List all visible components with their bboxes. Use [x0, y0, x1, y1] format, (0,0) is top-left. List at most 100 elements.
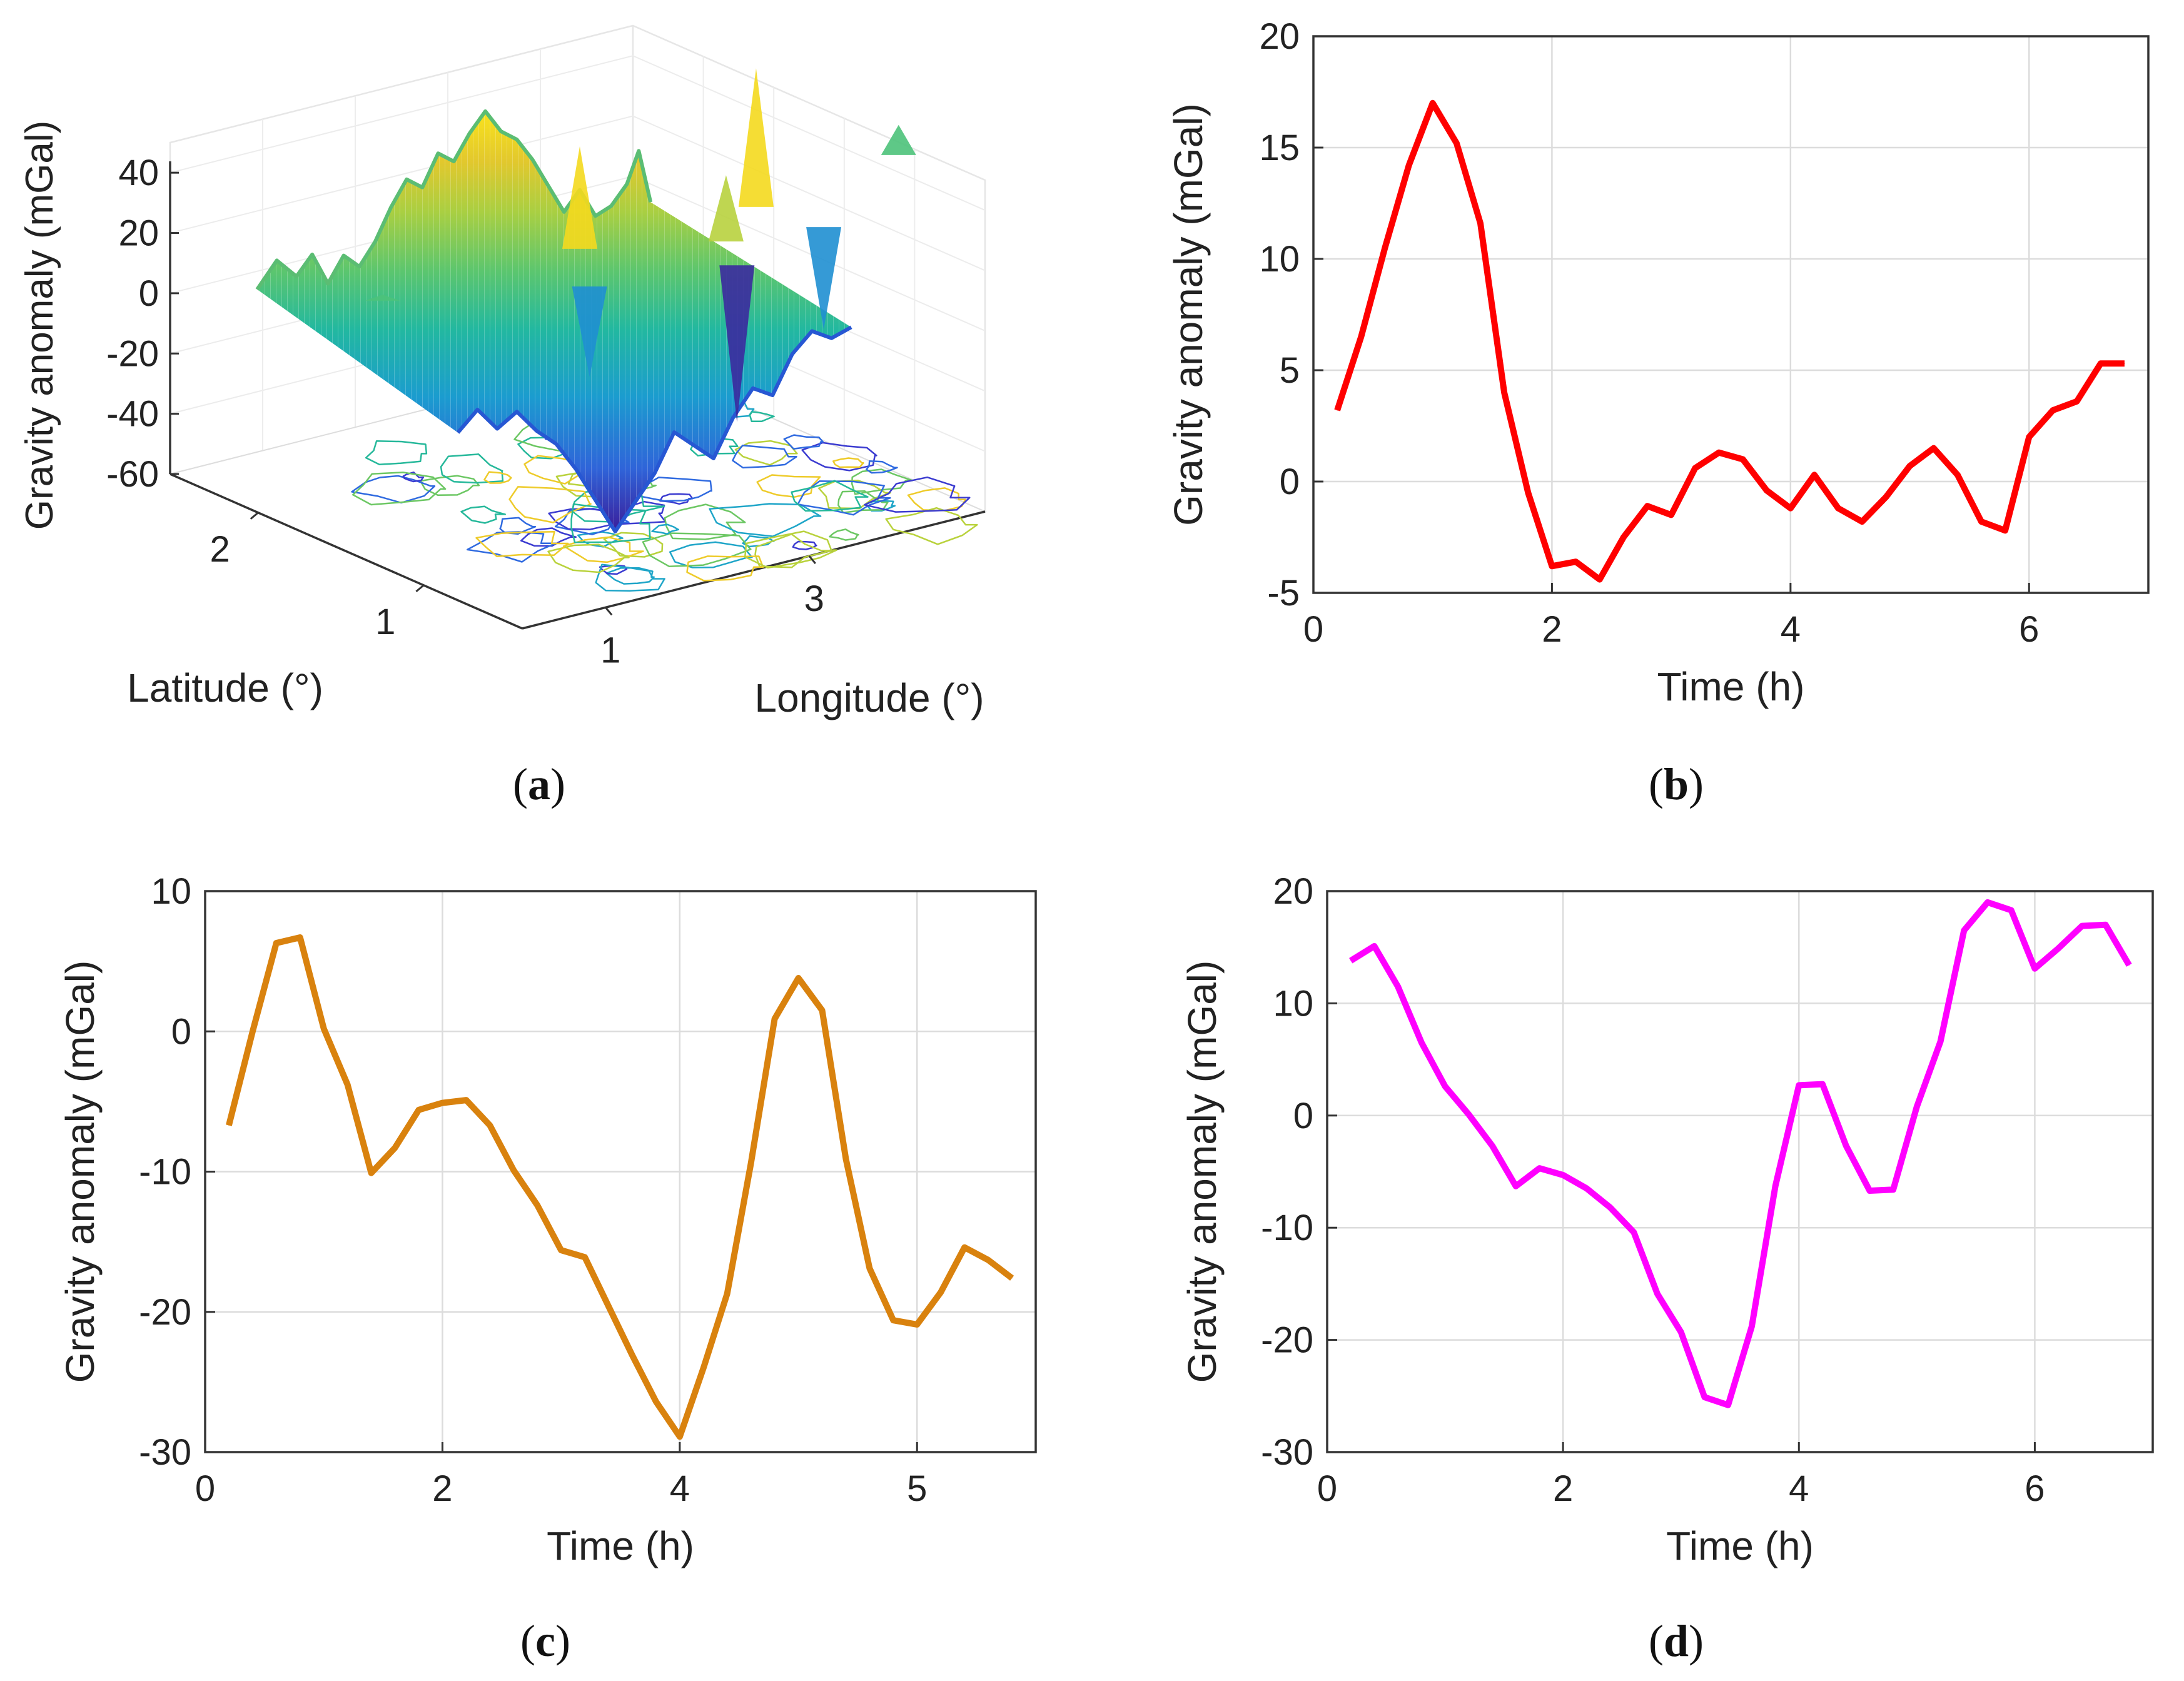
c-data-point-24 — [798, 977, 799, 979]
longitude-axis-label: Longitude (°) — [754, 675, 984, 720]
b-x-tick-label-3: 6 — [2019, 609, 2039, 650]
contour-line-55 — [686, 555, 764, 582]
contour-line-58 — [595, 563, 665, 592]
d-y-tick-label-0: 20 — [1273, 871, 1313, 912]
d-x-tick-label-2: 4 — [1789, 1468, 1809, 1509]
c-data-point-0 — [228, 1125, 230, 1126]
c-data-point-32 — [988, 1259, 989, 1261]
c-data-point-13 — [537, 1204, 538, 1206]
b-axes-box — [1312, 35, 2150, 594]
d-data-point-3 — [1421, 1042, 1422, 1043]
c-data-point-8 — [418, 1109, 419, 1111]
contour-line-45 — [749, 411, 775, 423]
c-data-point-1 — [252, 1031, 253, 1032]
c-data-point-12 — [513, 1169, 514, 1171]
b-data-point-6 — [1480, 223, 1481, 224]
surface-z-tick-label-3: -20 — [106, 333, 159, 374]
latitude-axis-label: Latitude (°) — [127, 665, 323, 710]
longitude-axis-line — [522, 510, 986, 630]
c-x-axis-label: Time (h) — [547, 1523, 694, 1568]
contour-line-15 — [866, 460, 898, 474]
b-y-tick-label-0: 20 — [1259, 16, 1300, 57]
b-plot-area — [1313, 36, 2148, 593]
b-y-tick-label-3: 5 — [1280, 350, 1300, 391]
contour-line-69 — [475, 530, 569, 558]
contour-line-57 — [783, 434, 824, 450]
d-data-point-15 — [1704, 1396, 1705, 1398]
contour-line-35 — [402, 471, 425, 483]
contour-line-52 — [791, 480, 869, 512]
c-data-point-10 — [465, 1099, 467, 1101]
surface-peak-6 — [881, 124, 916, 155]
surface-lat-tick-0 — [250, 512, 259, 520]
surface-peak-3 — [719, 265, 755, 422]
contour-line-60 — [829, 528, 859, 541]
b-data-point-24 — [1909, 465, 1911, 467]
d-y-tick-label-2: 0 — [1293, 1096, 1313, 1136]
c-data-point-4 — [323, 1028, 325, 1029]
b-x-tick-label-0: 0 — [1303, 609, 1323, 650]
d-x-tick-label-0: 0 — [1317, 1468, 1337, 1509]
caption-c-letter: c — [535, 1616, 555, 1666]
contour-line-10 — [365, 440, 428, 465]
b-data-point-3 — [1408, 165, 1410, 166]
contour-line-39 — [642, 532, 752, 568]
c-x-tick-label-2: 4 — [670, 1468, 690, 1509]
caption-d: (d) — [1649, 1616, 1704, 1666]
latitude-axis-line — [169, 473, 523, 630]
b-x-tick-label-2: 4 — [1781, 609, 1801, 650]
b-data-point-12 — [1623, 537, 1624, 538]
surface-mesh-lines — [257, 111, 852, 532]
b-data-point-13 — [1647, 505, 1648, 507]
contour-line-49 — [599, 564, 628, 575]
d-data-point-32 — [2105, 924, 2106, 926]
b-data-point-32 — [2100, 363, 2101, 364]
d-data-point-13 — [1657, 1293, 1658, 1295]
surface-lon-tick-1 — [808, 555, 816, 565]
surface-z-tick-label-0: 40 — [118, 153, 159, 193]
surface-z-tick-label-5: -60 — [106, 454, 159, 495]
caption-c: (c) — [520, 1616, 570, 1666]
surface-lat-tick-label-0: 2 — [210, 529, 230, 570]
contour-line-13 — [907, 487, 966, 512]
d-data-point-9 — [1562, 1174, 1564, 1176]
surface-peak-1 — [562, 146, 598, 249]
surface-peak-4 — [572, 286, 607, 377]
c-data-point-27 — [869, 1268, 870, 1269]
d-series-line — [1349, 899, 2132, 1408]
surface-z-tick-label-1: 20 — [118, 213, 159, 254]
d-data-point-30 — [2058, 948, 2059, 949]
b-y-tick-label-5: -5 — [1267, 573, 1300, 613]
contour-line-11 — [851, 468, 914, 495]
d-data-point-24 — [1916, 1106, 1918, 1107]
c-y-tick-label-1: 0 — [171, 1011, 191, 1052]
contour-line-62 — [508, 486, 592, 523]
d-data-point-17 — [1751, 1326, 1752, 1327]
contour-line-54 — [754, 533, 833, 568]
c-data-point-19 — [679, 1436, 680, 1437]
surface-peak-7 — [365, 295, 400, 301]
contour-line-32 — [664, 503, 746, 540]
d-data-point-10 — [1586, 1188, 1587, 1189]
contour-line-38 — [440, 453, 504, 484]
surface-z-grid-0 — [169, 55, 986, 211]
d-y-axis-label: Gravity anomaly (mGal) — [1180, 961, 1225, 1383]
caption-a: (a) — [513, 759, 565, 809]
c-data-point-14 — [560, 1249, 562, 1251]
contour-line-67 — [352, 472, 447, 506]
b-data-point-28 — [2005, 530, 2006, 531]
c-data-point-28 — [892, 1320, 894, 1321]
d-y-tick-label-3: -10 — [1261, 1208, 1313, 1248]
contour-line-64 — [466, 531, 557, 563]
contour-line-27 — [832, 457, 864, 468]
surface-peak-5 — [806, 227, 842, 330]
surface-lon-tick-label-0: 1 — [600, 630, 620, 670]
contour-line-40 — [818, 480, 891, 510]
contour-line-65 — [651, 523, 680, 535]
d-data-point-33 — [2128, 964, 2130, 966]
caption-b-letter: b — [1664, 759, 1689, 809]
b-y-axis-label: Gravity anomaly (mGal) — [1166, 103, 1211, 526]
b-data-point-17 — [1742, 458, 1744, 460]
d-axes-box — [1326, 890, 2154, 1453]
